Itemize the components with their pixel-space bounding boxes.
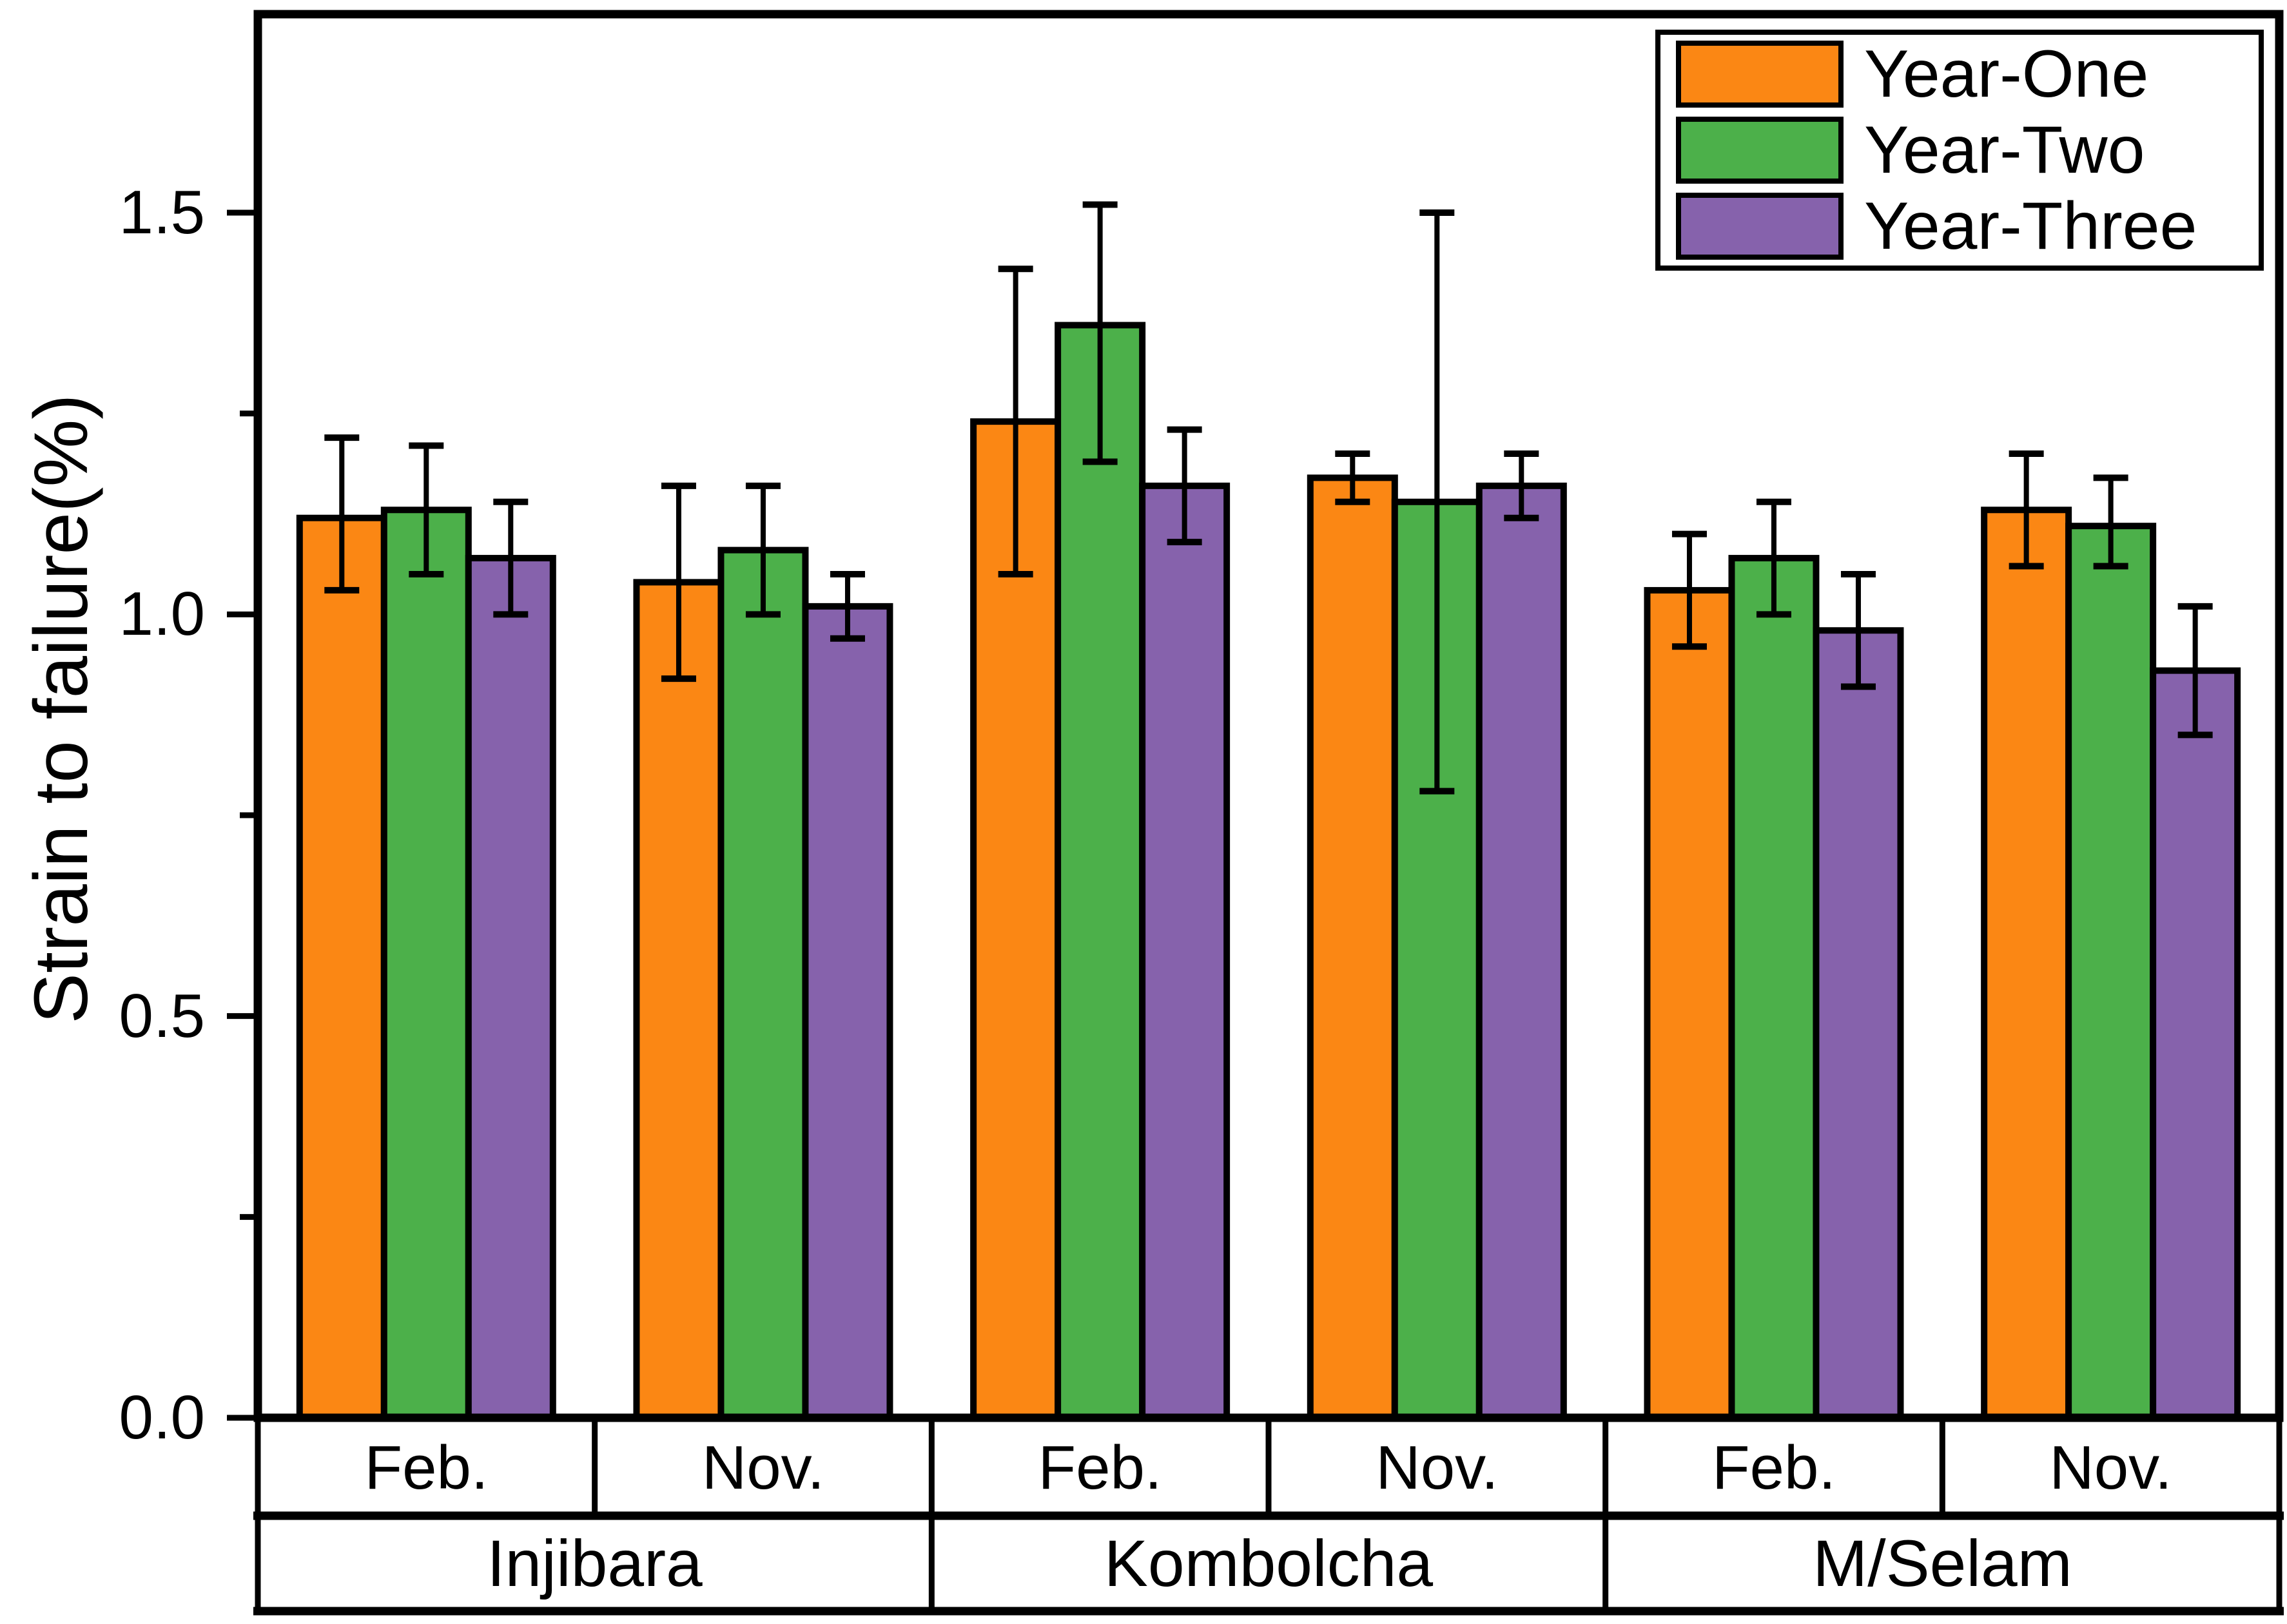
bar-year-three-group4	[1813, 627, 1904, 1421]
site-cell-kombolcha: Kombolcha	[1104, 1526, 1434, 1600]
bar-year-one-group5	[1981, 507, 2072, 1421]
bar-year-two-group0	[380, 507, 472, 1421]
legend-label-year-one: Year-One	[1864, 36, 2149, 111]
bar-year-three-group2	[1139, 482, 1231, 1421]
legend-row-year-three: Year-Three	[1676, 188, 2259, 264]
bar-year-three-group3	[1475, 482, 1567, 1421]
month-cell-mselam-nov: Nov.	[2049, 1433, 2172, 1502]
site-cell-injibara: Injibara	[487, 1526, 703, 1600]
legend-row-year-two: Year-Two	[1676, 112, 2259, 188]
legend-swatch-year-two	[1676, 117, 1844, 184]
y-tick-label-0.0: 0.0	[119, 1383, 205, 1452]
bar-year-two-group5	[2065, 523, 2157, 1421]
legend-swatch-year-three	[1676, 193, 1844, 260]
month-cell-mselam-feb: Feb.	[1711, 1433, 1836, 1502]
bar-year-two-group2	[1055, 322, 1146, 1421]
month-cell-kombolcha-feb: Feb.	[1038, 1433, 1162, 1502]
site-cell-mselam: M/Selam	[1813, 1526, 2072, 1600]
bar-year-three-group1	[802, 603, 893, 1421]
legend-row-year-one: Year-One	[1676, 36, 2259, 111]
y-tick-label-1.0: 1.0	[119, 579, 205, 648]
month-cell-injibara-feb: Feb.	[364, 1433, 489, 1502]
y-tick-label-1.5: 1.5	[119, 178, 205, 247]
bar-year-three-group0	[465, 555, 556, 1421]
legend-label-year-two: Year-Two	[1864, 112, 2145, 188]
bar-year-two-group1	[717, 546, 809, 1421]
month-cell-kombolcha-nov: Nov.	[1376, 1433, 1499, 1502]
legend-swatch-year-one	[1676, 41, 1844, 108]
bar-year-one-group0	[296, 514, 387, 1421]
y-axis-title: Strain to failure(%)	[19, 394, 104, 1024]
bar-year-two-group4	[1728, 555, 1820, 1421]
bar-year-three-group5	[2150, 667, 2241, 1421]
legend-label-year-three: Year-Three	[1864, 188, 2197, 264]
bar-year-one-group4	[1644, 586, 1735, 1421]
month-cell-injibara-nov: Nov.	[701, 1433, 825, 1502]
y-tick-label-0.5: 0.5	[119, 981, 205, 1050]
bar-year-one-group1	[633, 579, 725, 1421]
legend-box: Year-One Year-Two Year-Three	[1655, 30, 2264, 271]
bar-year-one-group3	[1307, 474, 1398, 1421]
